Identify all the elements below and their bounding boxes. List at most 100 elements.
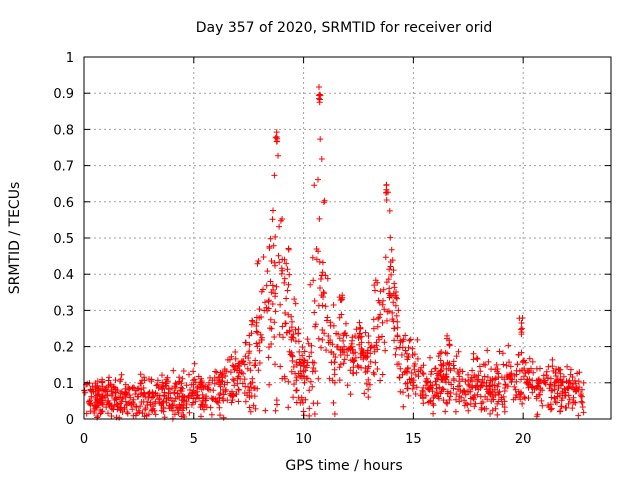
data-point <box>125 386 132 393</box>
data-point <box>254 329 261 336</box>
data-point <box>382 347 389 354</box>
data-point <box>446 397 453 403</box>
data-point <box>255 367 262 374</box>
x-axis-label: GPS time / hours <box>285 458 402 474</box>
data-point <box>347 357 354 364</box>
data-point <box>331 379 338 386</box>
data-point <box>386 266 393 273</box>
data-point <box>169 407 176 414</box>
data-point <box>444 400 451 407</box>
data-point <box>390 299 397 306</box>
data-point <box>404 356 411 363</box>
data-point <box>273 283 280 290</box>
data-point <box>122 381 129 388</box>
data-point <box>318 156 325 162</box>
data-point <box>392 302 399 309</box>
data-point <box>379 371 386 378</box>
data-point <box>218 378 225 385</box>
data-point <box>356 330 363 337</box>
data-point <box>276 223 283 230</box>
data-point <box>505 373 512 380</box>
data-point <box>258 337 265 343</box>
data-point <box>500 361 507 368</box>
data-point <box>397 339 404 346</box>
data-point <box>130 412 137 419</box>
data-point <box>573 388 580 395</box>
data-point <box>276 259 283 266</box>
data-point <box>473 382 480 389</box>
data-point <box>389 257 396 264</box>
data-point <box>353 326 360 333</box>
data-point <box>354 362 361 369</box>
data-point <box>265 305 272 312</box>
data-point <box>579 386 585 393</box>
data-point <box>347 367 354 374</box>
data-point <box>578 398 585 405</box>
data-point <box>411 351 418 358</box>
data-point <box>370 316 377 323</box>
data-point <box>522 370 529 376</box>
data-point <box>481 373 488 380</box>
y-axis-label: SRMTID / TECUs <box>7 182 23 295</box>
y-tick-label: 0.7 <box>53 160 74 175</box>
data-points <box>81 84 587 422</box>
data-point <box>292 326 299 333</box>
data-point <box>545 402 551 409</box>
data-point <box>87 386 94 393</box>
data-point <box>209 396 216 403</box>
data-point <box>277 363 284 370</box>
data-point <box>546 385 553 392</box>
data-point <box>292 370 299 377</box>
data-point <box>89 383 96 390</box>
data-point <box>340 360 347 367</box>
data-point <box>321 197 328 204</box>
data-point <box>227 369 234 376</box>
data-point <box>424 378 430 385</box>
data-point <box>440 386 447 393</box>
data-point <box>450 377 457 384</box>
data-point <box>443 373 450 380</box>
data-point <box>224 379 231 386</box>
data-point <box>266 381 273 388</box>
data-point <box>411 366 418 373</box>
data-point <box>170 367 177 374</box>
data-point <box>179 375 186 382</box>
data-point <box>394 332 401 339</box>
data-point <box>104 388 111 395</box>
data-point <box>98 379 105 386</box>
data-point <box>293 374 300 381</box>
data-point <box>142 405 149 412</box>
data-point <box>489 393 496 400</box>
data-point <box>175 409 182 416</box>
data-point <box>271 172 278 179</box>
data-point <box>295 338 302 345</box>
data-point <box>278 270 285 277</box>
data-point <box>537 386 544 393</box>
data-point <box>293 399 300 406</box>
data-point <box>502 382 509 388</box>
data-point <box>246 348 253 355</box>
data-point <box>511 372 518 379</box>
data-point <box>473 355 480 362</box>
data-point <box>172 395 179 402</box>
data-point <box>117 400 124 407</box>
data-point <box>415 368 422 375</box>
y-tick-label: 0.3 <box>53 304 74 319</box>
x-tick-label: 15 <box>405 432 422 447</box>
data-point <box>293 387 300 394</box>
data-point <box>494 383 501 390</box>
data-point <box>235 360 242 367</box>
data-point <box>134 385 141 392</box>
data-point <box>496 348 503 355</box>
data-point <box>309 254 316 261</box>
x-tick-label: 10 <box>295 432 312 447</box>
data-point <box>330 302 337 308</box>
data-point <box>92 388 99 395</box>
data-point <box>336 364 343 371</box>
data-point <box>286 271 293 278</box>
data-point <box>566 377 573 384</box>
data-point <box>112 377 119 384</box>
data-point <box>111 397 118 403</box>
data-point <box>427 354 433 361</box>
data-point <box>479 399 486 405</box>
